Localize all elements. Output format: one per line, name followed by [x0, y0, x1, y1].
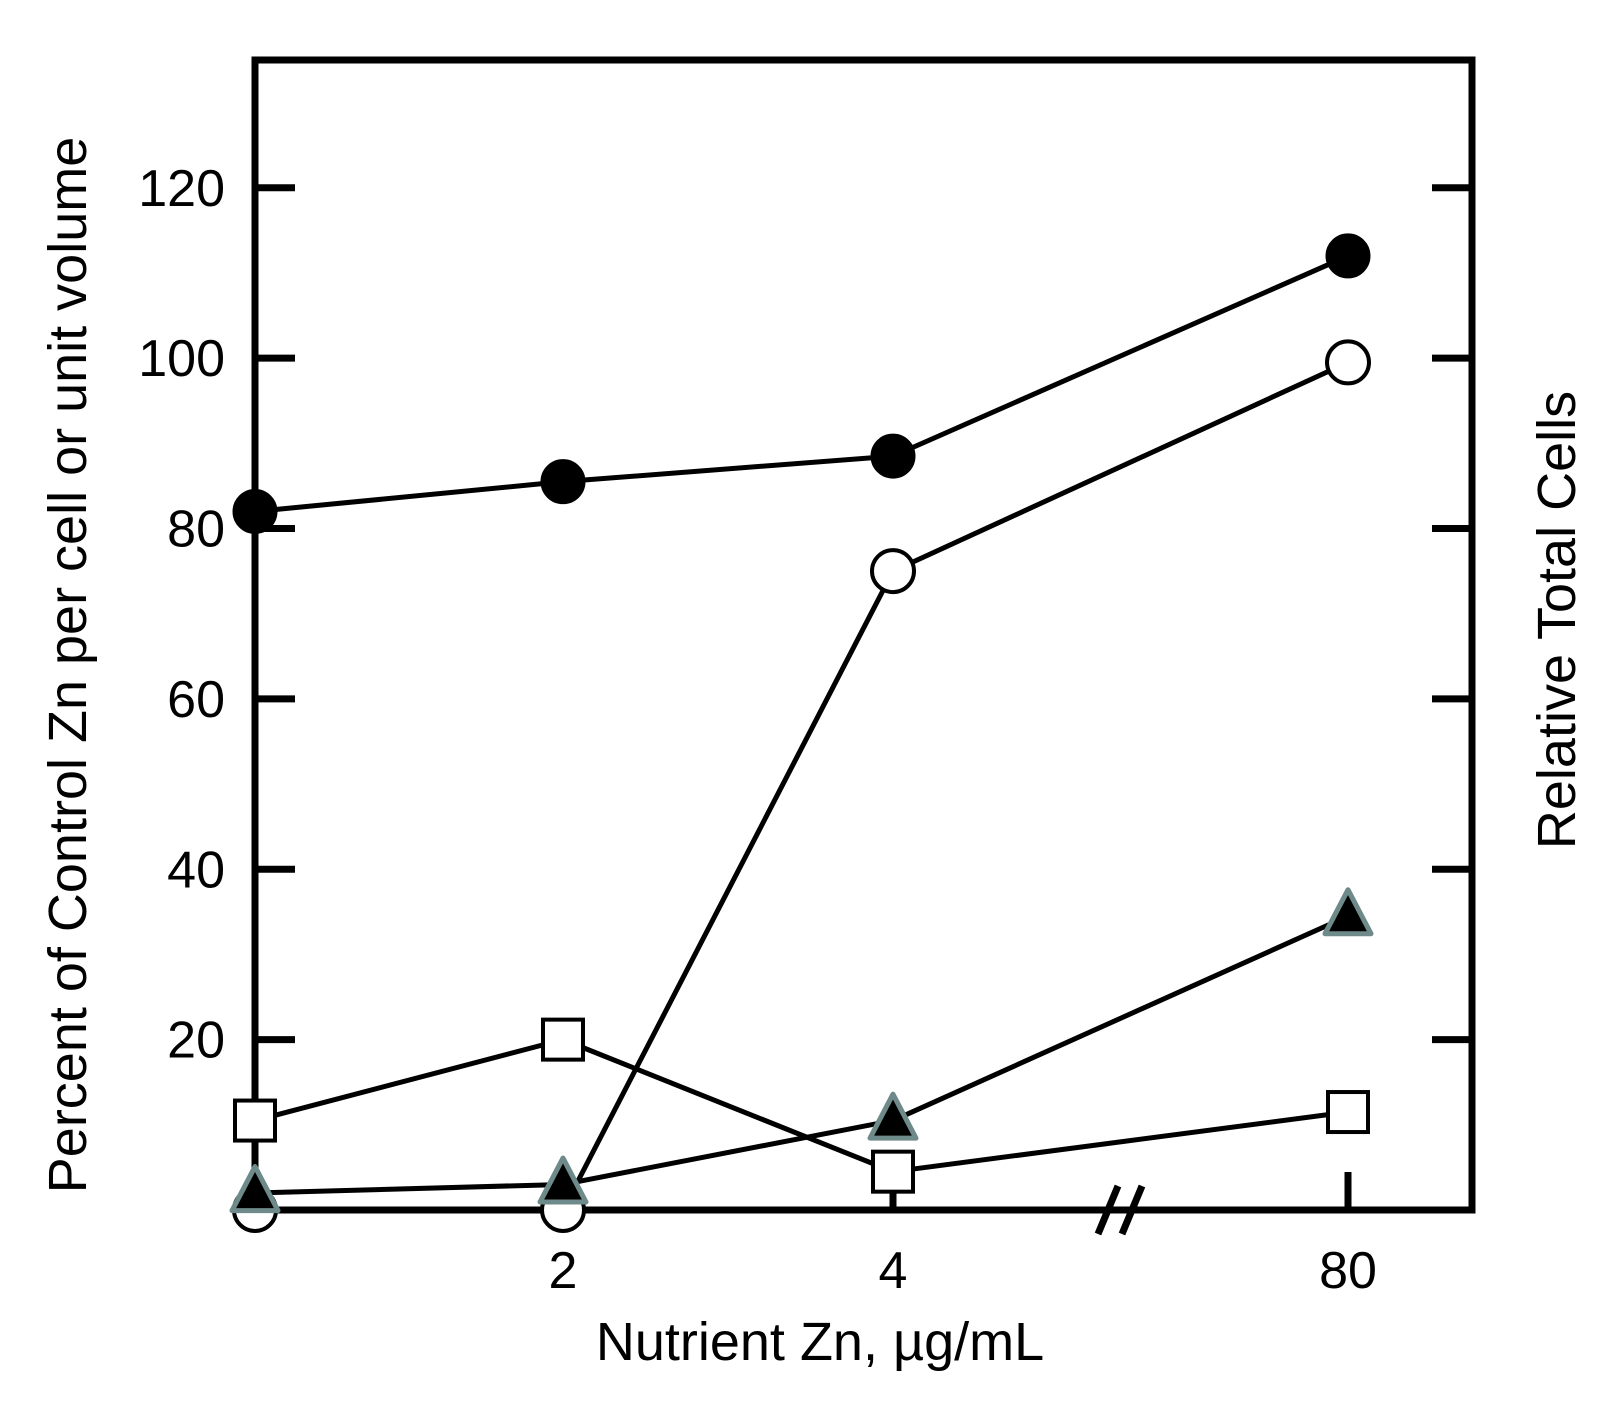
filled-circle-point: [540, 459, 586, 505]
filled-triangle-point: [537, 1155, 589, 1205]
filled-circle-point: [1325, 233, 1371, 279]
filled-circle-point: [870, 433, 916, 479]
open-circle-point: [1325, 339, 1371, 386]
y-tick-label: 60: [167, 671, 225, 729]
x-tick-label: 4: [879, 1242, 908, 1300]
open-square-point: [871, 1149, 915, 1194]
y-axis-title-right: Relative Total Cells: [1527, 391, 1587, 849]
filled-triangle-point: [229, 1164, 281, 1214]
plot-border: [251, 56, 1476, 1214]
plot-frame: [251, 56, 1476, 1214]
y-tick-label: 100: [138, 330, 225, 388]
series-line: [254, 913, 1350, 1196]
series-line: [254, 1037, 1349, 1175]
axis-break-mark: [1118, 1184, 1146, 1236]
series-markers: [229, 233, 1374, 1233]
y-tick-label: 120: [138, 160, 225, 218]
open-square-point: [233, 1098, 277, 1143]
y-tick-label: 40: [167, 841, 225, 899]
open-square-point: [1326, 1090, 1370, 1135]
x-tick-label: 2: [549, 1242, 578, 1300]
y-tick-label: 20: [167, 1012, 225, 1070]
filled-triangle-point: [1322, 887, 1374, 937]
y-axis-title: Percent of Control Zn per cell or unit v…: [38, 137, 98, 1193]
series-line: [254, 253, 1350, 514]
x-axis-title: Nutrient Zn, µg/mL: [596, 1312, 1044, 1372]
y-tick-label: 80: [167, 501, 225, 559]
open-circle-point: [870, 548, 916, 595]
open-square-point: [541, 1017, 585, 1062]
series-lines: [254, 253, 1350, 1213]
axis-ticks: [255, 184, 1472, 1236]
axis-break-mark: [1094, 1184, 1122, 1236]
series-line: [255, 360, 1350, 1213]
tick-labels: 20 40 60 80 100 120 2 4 80: [138, 160, 1377, 1300]
filled-circle-point: [232, 488, 278, 534]
x-tick-label: 80: [1319, 1242, 1377, 1300]
filled-triangle-point: [867, 1091, 919, 1141]
